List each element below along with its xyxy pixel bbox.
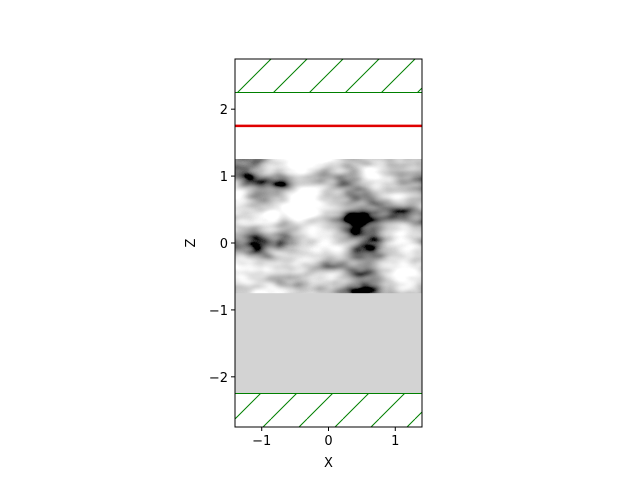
axes: −1 0 1 −2 −1 0 1 2 X Z — [184, 58, 423, 471]
y-tick-label: 1 — [220, 170, 228, 185]
x-tick-label: −1 — [252, 434, 271, 449]
pml-bottom-region — [235, 393, 422, 427]
y-tick-label: −2 — [209, 371, 228, 386]
x-tick-label: 1 — [391, 434, 399, 449]
x-axis-label: X — [324, 456, 333, 471]
substrate-region — [235, 293, 422, 394]
textured-layer-region — [235, 159, 422, 294]
y-axis-label: Z — [184, 238, 199, 247]
y-tick-label: 2 — [220, 103, 228, 118]
pml-top-region — [235, 59, 422, 93]
x-tick-label: 0 — [324, 434, 332, 449]
y-tick-label: 0 — [220, 237, 228, 252]
y-tick-label: −1 — [209, 304, 228, 319]
plot-area — [235, 59, 422, 427]
